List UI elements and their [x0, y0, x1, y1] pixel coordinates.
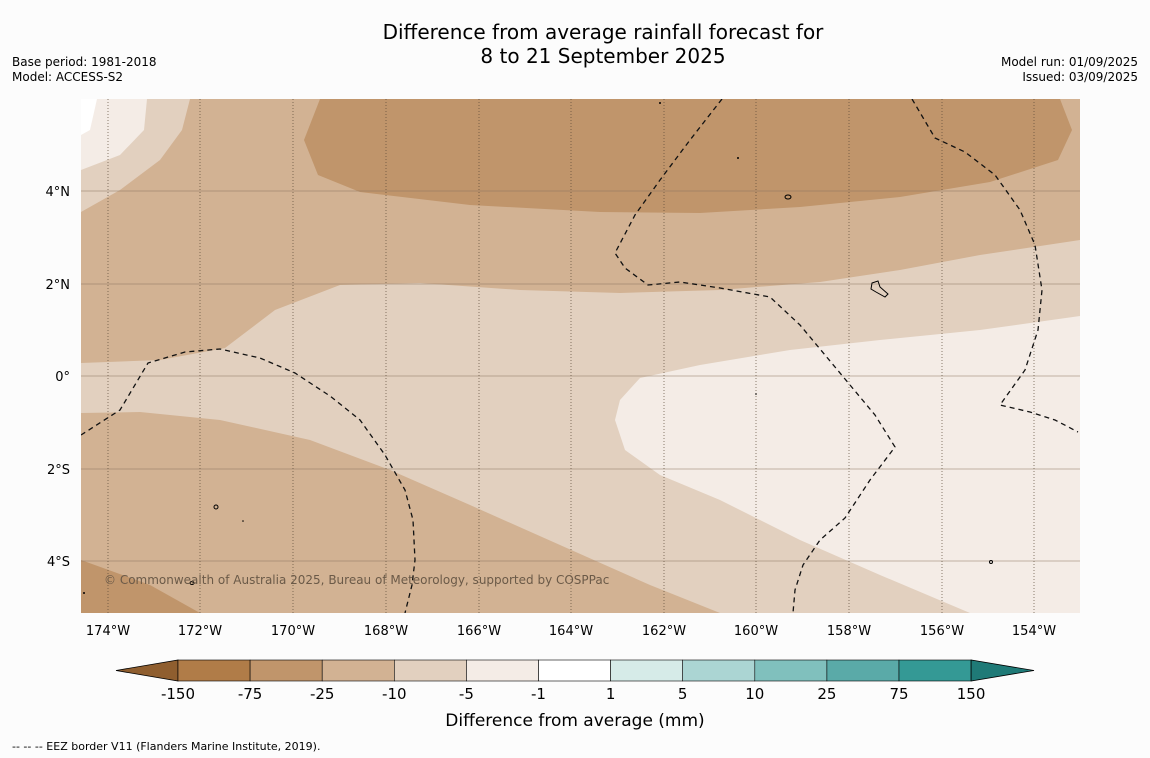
colorbar-segment: [466, 659, 539, 682]
meta-right: Model run: 01/09/2025 Issued: 03/09/2025: [1001, 55, 1138, 85]
rainfall-band-white-nw: [81, 99, 97, 135]
colorbar-tick-label: 150: [957, 685, 986, 703]
meta-left: Base period: 1981-2018 Model: ACCESS-S2: [12, 55, 157, 85]
lon-label: 168°W: [364, 624, 408, 639]
latitude-gridlines: [81, 190, 1080, 562]
longitude-labels: 174°W 172°W 170°W 168°W 166°W 164°W 162°…: [86, 624, 1056, 639]
lon-label: 174°W: [86, 624, 130, 639]
latitude-labels: 4°N 2°N 0° 2°S 4°S: [46, 185, 71, 570]
copyright-credit: © Commonwealth of Australia 2025, Bureau…: [104, 573, 609, 587]
title-line-1: Difference from average rainfall forecas…: [382, 20, 824, 44]
colorbar-tick-label: 25: [817, 685, 836, 703]
lon-label: 172°W: [178, 624, 222, 639]
colorbar-segment: [321, 659, 395, 682]
colorbar-extension-low: [115, 659, 179, 682]
colorbar-segment: [826, 659, 900, 682]
eez-footnote: -- -- -- EEZ border V11 (Flanders Marine…: [12, 740, 321, 753]
colorbar-title: Difference from average (mm): [445, 711, 704, 731]
title-line-2: 8 to 21 September 2025: [480, 44, 726, 68]
lon-label: 154°W: [1012, 624, 1056, 639]
model-run: Model run: 01/09/2025: [1000, 55, 1138, 69]
rainfall-band-lightest-nw: [81, 99, 147, 170]
lon-label: 162°W: [642, 624, 686, 639]
colorbar-segment: [177, 659, 251, 682]
model-name: Model: ACCESS-S2: [12, 70, 124, 84]
colorbar-tick-label: 1: [606, 685, 616, 703]
colorbar-segment: [249, 659, 323, 682]
rainfall-band-lightest-east: [615, 316, 1080, 613]
lon-label: 158°W: [827, 624, 871, 639]
lon-label: 160°W: [734, 624, 778, 639]
colorbar-segment: [393, 659, 467, 682]
small-islets: [83, 102, 757, 594]
colorbar-extension-high: [970, 659, 1035, 682]
lon-label: 170°W: [271, 624, 315, 639]
colorbar-tick-label: 5: [678, 685, 688, 703]
colorbar-tick-label: 75: [889, 685, 908, 703]
rainfall-band-dark-south: [81, 560, 200, 613]
colorbar-tick-label: -10: [382, 685, 407, 703]
colorbar-tick-label: -25: [310, 685, 335, 703]
lat-label: 2°S: [47, 463, 70, 478]
lon-label: 156°W: [920, 624, 964, 639]
colorbar-tick-label: -75: [238, 685, 263, 703]
colorbar: -150 -75 -25 -10 -5 -1 1 5 10 25 75 150: [115, 659, 1035, 703]
colorbar-tick-label: -5: [459, 685, 474, 703]
colorbar-tick-label: 10: [745, 685, 764, 703]
colorbar-segment: [538, 659, 611, 682]
base-period: Base period: 1981-2018: [12, 55, 157, 69]
eez-borders: [81, 99, 1079, 613]
map-area: © Commonwealth of Australia 2025, Bureau…: [81, 99, 1080, 613]
lon-label: 164°W: [549, 624, 593, 639]
colorbar-segment: [610, 659, 683, 682]
map-title: Difference from average rainfall forecas…: [0, 20, 1150, 68]
islands: [189, 194, 993, 585]
colorbar-segment: [682, 659, 756, 682]
colorbar-tick-label: -1: [531, 685, 546, 703]
lat-label: 4°N: [46, 185, 71, 200]
colorbar-segment: [754, 659, 828, 682]
rainfall-band-dark-north: [304, 99, 1072, 213]
colorbar-segment: [898, 659, 972, 682]
lat-label: 2°N: [46, 278, 71, 293]
colorbar-tick-label: -150: [161, 685, 195, 703]
lon-label: 166°W: [457, 624, 501, 639]
lat-label: 4°S: [47, 555, 70, 570]
issued-date: Issued: 03/09/2025: [1022, 70, 1138, 84]
lat-label: 0°: [55, 370, 70, 385]
